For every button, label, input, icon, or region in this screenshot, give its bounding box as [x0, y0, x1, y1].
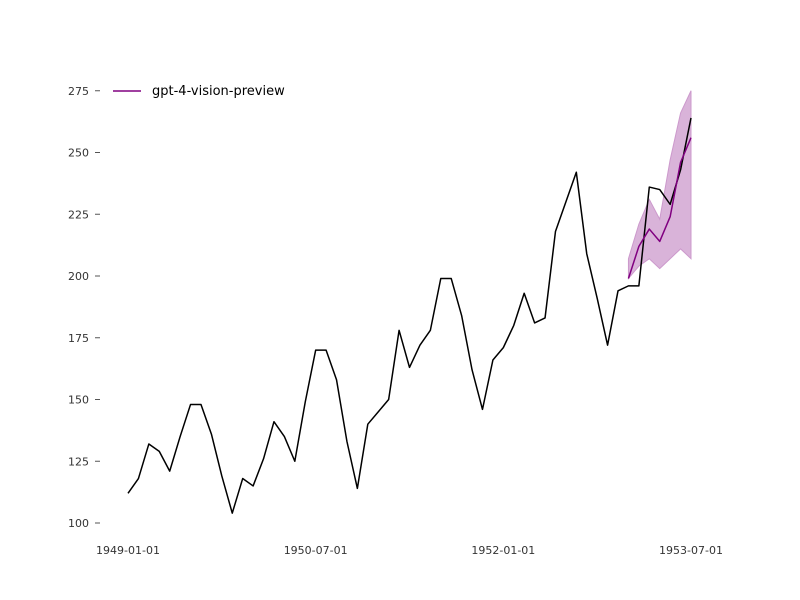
y-tick-label: 225: [68, 208, 89, 221]
y-tick-label: 275: [68, 85, 89, 98]
y-tick-label: 150: [68, 394, 89, 407]
series-line-actual: [127, 117, 692, 514]
x-tick-label: 1949-01-01: [96, 544, 160, 557]
series-lines: [127, 117, 692, 514]
x-tick-label: 1950-07-01: [284, 544, 348, 557]
y-tick-label: 125: [68, 455, 89, 468]
y-tick-label: 100: [68, 517, 89, 530]
y-axis: 100 125 150 175 200 225 250 275: [68, 85, 100, 530]
x-axis: 1949-01-01 1950-07-01 1952-01-01 1953-07-01: [96, 544, 723, 557]
y-tick-label: 250: [68, 147, 89, 160]
x-tick-label: 1953-07-01: [659, 544, 723, 557]
y-tick-label: 200: [68, 270, 89, 283]
x-tick-label: 1952-01-01: [471, 544, 535, 557]
legend: gpt-4-vision-preview: [113, 84, 285, 99]
series-line-forecast: [627, 137, 692, 279]
y-tick-label: 175: [68, 332, 89, 345]
legend-label: gpt-4-vision-preview: [152, 84, 285, 99]
